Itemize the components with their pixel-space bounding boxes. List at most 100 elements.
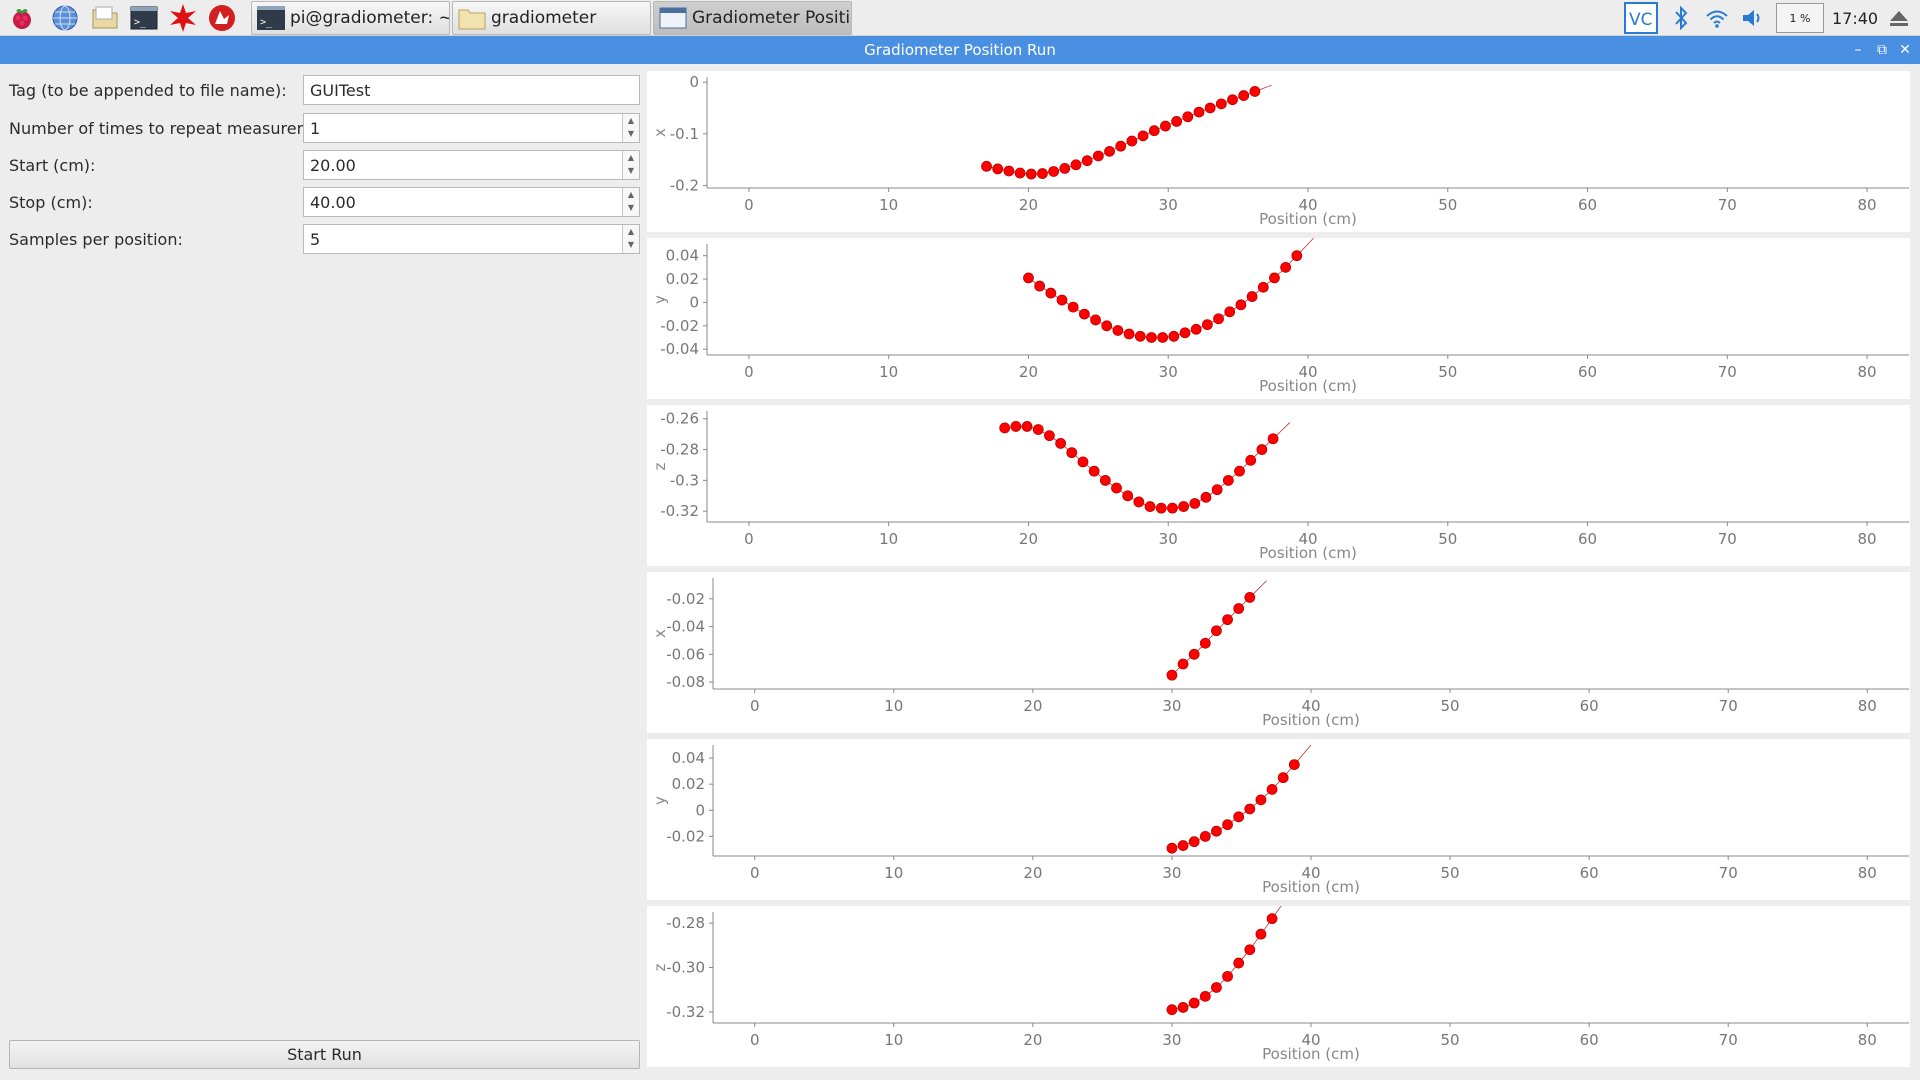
samples-label: Samples per position:	[9, 230, 183, 249]
tag-input[interactable]	[303, 75, 640, 105]
scatter-plot: 0 10 20 30 40 50 60 70 80 0 -0.1 -0.2 Position (cm) x	[651, 73, 1909, 228]
y-tick-label: -0.32	[660, 502, 699, 520]
x-tick-label: 30	[1159, 530, 1178, 548]
data-point	[1090, 314, 1101, 326]
minimize-button[interactable]: –	[1854, 42, 1862, 58]
taskbar-window-gradiometer[interactable]: Gradiometer Position ...	[653, 1, 852, 35]
spin-up-icon[interactable]: ▲	[627, 227, 635, 236]
x-tick-label: 40	[1301, 697, 1320, 715]
raspberry-menu-icon[interactable]	[7, 3, 37, 33]
data-point	[1188, 997, 1200, 1009]
maximize-button[interactable]: ⧉	[1877, 42, 1887, 58]
plot-panel-6: 0 10 20 30 40 50 60 70 80 -0.28 -0.30 -0.32 Position…	[647, 906, 1910, 1067]
data-point	[999, 422, 1011, 434]
stop-spin-buttons[interactable]: ▲ ▼	[622, 188, 639, 216]
start-spin-buttons[interactable]: ▲ ▼	[622, 151, 639, 179]
data-point	[1177, 840, 1189, 851]
data-point	[1167, 502, 1178, 514]
vnc-icon[interactable]: VC	[1624, 2, 1658, 34]
stop-spinbox[interactable]	[303, 187, 640, 217]
spin-up-icon[interactable]: ▲	[627, 153, 635, 162]
data-point	[1215, 98, 1227, 110]
plot-area: 0 10 20 30 40 50 60 70 80 0 -0.1 -0.2 Position (cm) x…	[647, 71, 1910, 1072]
repeat-spin-buttons[interactable]: ▲ ▼	[622, 114, 639, 142]
close-button[interactable]: ✕	[1899, 42, 1911, 58]
scatter-plot: 0 10 20 30 40 50 60 70 80 -0.28 -0.30 -0.32 Position…	[651, 906, 1909, 1063]
data-point	[1144, 501, 1156, 512]
y-tick-label: 0	[695, 801, 705, 819]
x-tick-label: 10	[879, 363, 898, 381]
data-point	[1037, 168, 1048, 179]
y-tick-label: -0.26	[660, 410, 699, 428]
data-point	[1122, 490, 1134, 502]
x-tick-label: 50	[1438, 363, 1457, 381]
data-point	[1034, 280, 1046, 292]
web-browser-icon[interactable]	[50, 3, 80, 33]
settings-form: Tag (to be appended to file name): Numbe…	[0, 64, 646, 1080]
volume-icon[interactable]	[1737, 3, 1767, 33]
x-tick-label: 80	[1858, 530, 1877, 548]
wolfram-icon[interactable]	[207, 3, 237, 33]
spin-up-icon[interactable]: ▲	[627, 190, 635, 199]
data-point	[1233, 811, 1245, 823]
x-tick-label: 60	[1580, 864, 1599, 882]
samples-spinbox[interactable]	[303, 224, 640, 254]
data-point	[1070, 159, 1082, 171]
window-titlebar[interactable]: Gradiometer Position Run	[0, 36, 1920, 64]
window-icon	[659, 7, 687, 29]
x-tick-label: 10	[884, 864, 903, 882]
taskbar-window-terminal[interactable]: >_ pi@gradiometer: ~/gr...	[251, 1, 450, 35]
samples-spin-buttons[interactable]: ▲ ▼	[622, 225, 639, 253]
data-point	[1101, 320, 1113, 332]
svg-text:VC: VC	[1629, 10, 1653, 30]
start-spinbox[interactable]	[303, 150, 640, 180]
data-point	[1193, 106, 1205, 118]
spin-down-icon[interactable]: ▼	[627, 129, 635, 138]
data-point	[1003, 165, 1015, 177]
data-point	[1255, 928, 1267, 940]
x-tick-label: 70	[1718, 363, 1737, 381]
data-point	[1168, 330, 1180, 342]
data-point	[1166, 842, 1178, 854]
x-tick-label: 20	[1023, 864, 1042, 882]
bluetooth-icon[interactable]	[1666, 3, 1696, 33]
x-tick-label: 0	[750, 1031, 760, 1049]
wifi-icon[interactable]	[1702, 3, 1732, 33]
y-axis-label: z	[651, 462, 669, 470]
folder-icon	[458, 9, 486, 30]
spin-down-icon[interactable]: ▼	[627, 203, 635, 212]
data-point	[1166, 1004, 1178, 1016]
repeat-spinbox[interactable]	[303, 113, 640, 143]
eject-icon[interactable]	[1884, 3, 1914, 33]
data-point	[1059, 162, 1071, 174]
x-tick-label: 10	[879, 196, 898, 214]
y-tick-label: -0.30	[666, 959, 705, 977]
mathematica-icon[interactable]	[168, 3, 198, 33]
data-point	[1166, 669, 1178, 681]
samples-row: Samples per position: ▲▼	[9, 224, 640, 254]
data-point	[1177, 658, 1189, 670]
y-tick-label: -0.28	[660, 441, 699, 459]
file-manager-icon[interactable]	[90, 3, 120, 33]
spin-down-icon[interactable]: ▼	[627, 166, 635, 175]
clock[interactable]: 17:40	[1832, 9, 1879, 28]
x-tick-label: 10	[879, 530, 898, 548]
terminal-icon[interactable]: >_	[129, 3, 159, 33]
data-point	[1021, 421, 1033, 432]
data-point	[1155, 502, 1167, 514]
x-axis-label: Position (cm)	[1259, 377, 1357, 395]
cpu-monitor[interactable]: 1 %	[1776, 3, 1824, 33]
data-point	[1111, 482, 1122, 494]
spin-down-icon[interactable]: ▼	[627, 240, 635, 249]
data-point	[1032, 424, 1044, 435]
data-point	[1233, 957, 1245, 969]
x-tick-label: 30	[1162, 864, 1181, 882]
plot-panel-3: 0 10 20 30 40 50 60 70 80 -0.26 -0.28 -0.3 -0.32 Posi…	[647, 405, 1910, 566]
spin-up-icon[interactable]: ▲	[627, 116, 635, 125]
data-point	[1179, 327, 1191, 339]
data-point	[1055, 437, 1067, 449]
data-point	[1112, 325, 1124, 336]
taskbar-window-folder[interactable]: gradiometer	[452, 1, 651, 35]
start-run-button[interactable]: Start Run	[9, 1040, 640, 1069]
data-point	[1222, 970, 1233, 982]
